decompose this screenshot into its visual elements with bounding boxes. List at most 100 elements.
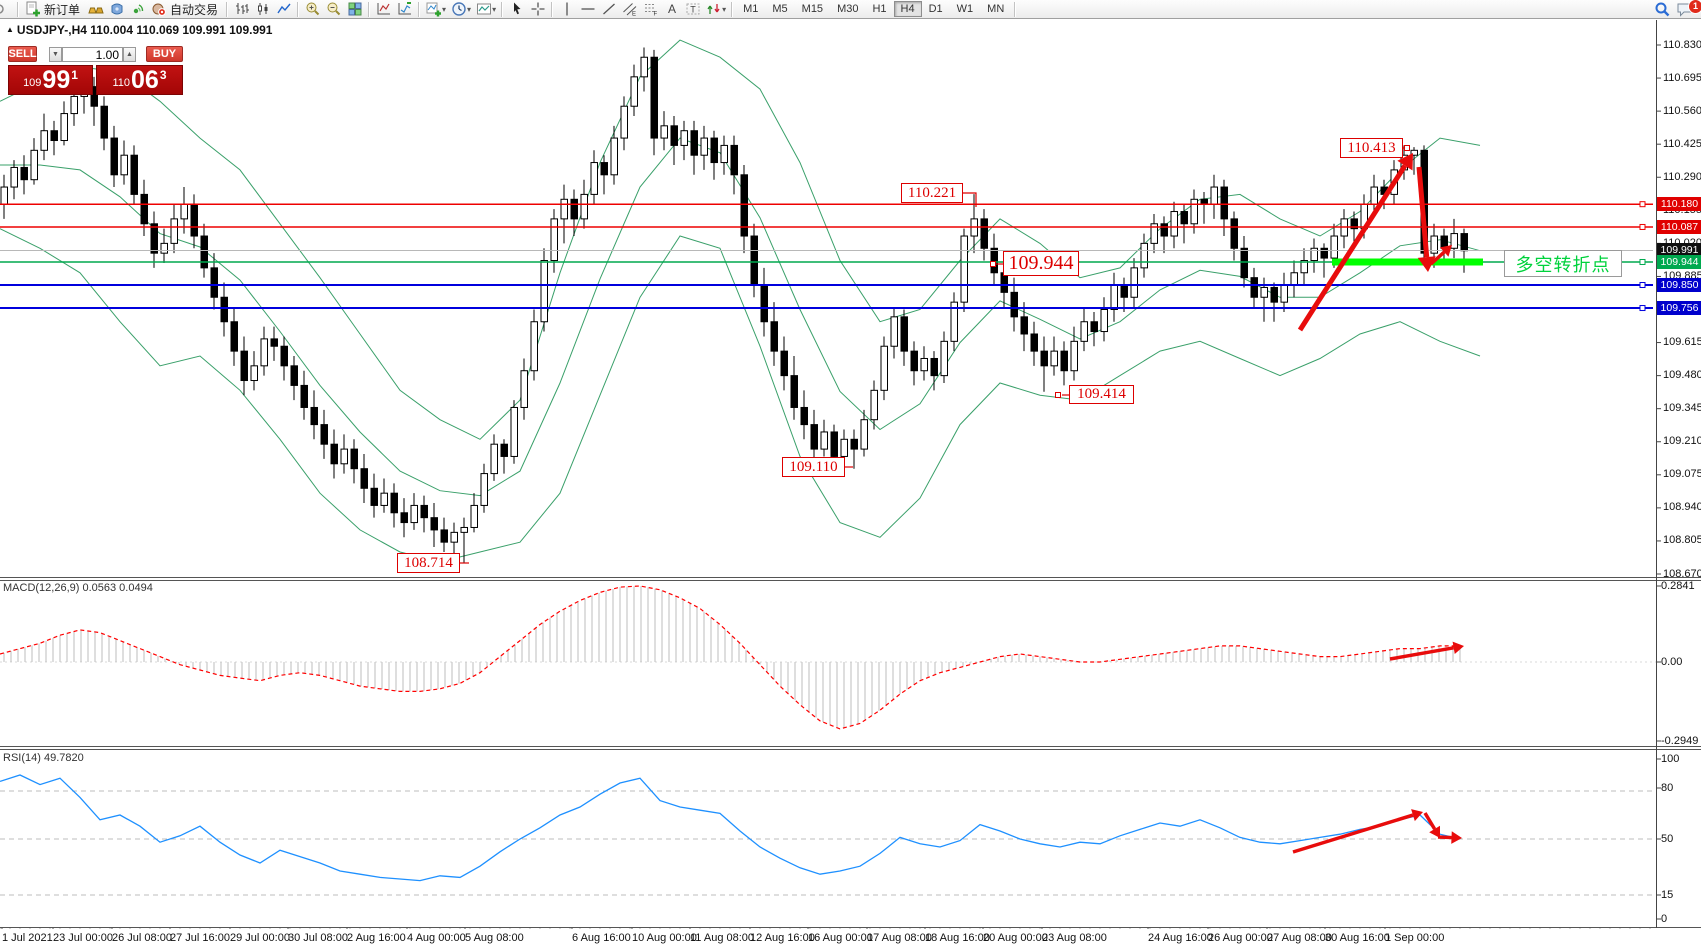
annotation-turning-point[interactable]: 多空转折点	[1504, 250, 1622, 277]
timeframe-button-M30[interactable]: M30	[837, 3, 859, 15]
toolbar-separator	[501, 1, 504, 17]
time-axis-label: 1 Sep 00:00	[1385, 932, 1445, 944]
price-axis-tick-label: 109.345	[1663, 402, 1701, 414]
bollinger-bands	[0, 39, 1481, 563]
indicator-list-icon[interactable]	[394, 1, 415, 18]
price-callout-109.110[interactable]: 109.110	[782, 457, 845, 477]
indicator-window-icon[interactable]	[373, 1, 394, 18]
line-handle[interactable]	[1639, 223, 1646, 230]
price-axis-tick-label: 110.560	[1663, 105, 1701, 117]
timeframe-button-H4[interactable]: H4	[893, 1, 922, 17]
timeframe-button-M5[interactable]: M5	[772, 3, 788, 15]
rsi-scale-label: 50	[1661, 833, 1674, 845]
price-line-tag-109.756[interactable]: 109.756	[1657, 301, 1701, 315]
line-handle[interactable]	[1639, 258, 1646, 265]
add-indicator-icon[interactable]	[423, 1, 444, 18]
auto-trading-icon[interactable]	[148, 1, 169, 18]
price-callout-110.221[interactable]: 110.221	[901, 183, 963, 203]
clipped-icon[interactable]	[0, 1, 14, 18]
arrow-objects-icon[interactable]	[703, 1, 724, 18]
cursor-icon[interactable]	[506, 1, 527, 18]
time-axis[interactable]: 1 Jul 2021 23 Jul 00:00 26 Jul 08:00 27 Jul…	[0, 929, 1701, 948]
arrow-objects-caret[interactable]: ▾	[722, 4, 727, 14]
vertical-line-icon[interactable]	[556, 1, 577, 18]
timeframe-button-M15[interactable]: M15	[801, 3, 824, 15]
price-callout-110.413[interactable]: 110.413	[1340, 138, 1403, 158]
text-label-icon[interactable]: T	[682, 1, 703, 18]
signal-icon[interactable]	[127, 1, 148, 18]
trendline-icon[interactable]	[598, 1, 619, 18]
price-callout-109.944[interactable]: 109.944	[1003, 251, 1079, 276]
search-icon[interactable]	[1652, 1, 1673, 18]
bar-chart-icon[interactable]	[231, 1, 252, 18]
template-icon[interactable]	[473, 1, 494, 18]
toolbar-separator	[1014, 1, 1017, 17]
rsi-flat-arrow-head	[1451, 831, 1462, 844]
fibonacci-icon[interactable]: F	[640, 1, 661, 18]
wallet-icon[interactable]	[106, 1, 127, 18]
timeframe-button-W1[interactable]: W1	[956, 3, 974, 15]
price-line-tag-109.991[interactable]: 109.991	[1657, 243, 1701, 257]
turning-point-bar[interactable]	[1332, 258, 1483, 266]
toolbar-separator	[731, 1, 734, 17]
timeframe-button-M1[interactable]: M1	[743, 3, 759, 15]
volume-increase-button[interactable]: ▲	[123, 47, 136, 62]
candlestick-icon[interactable]	[252, 1, 273, 18]
sell-price-display[interactable]: 109 99 1	[8, 65, 93, 95]
text-icon[interactable]: A	[661, 1, 682, 18]
template-caret[interactable]: ▾	[492, 4, 497, 14]
timeframe-button-MN[interactable]: MN	[987, 3, 1005, 15]
price-line-tag-110.087[interactable]: 110.087	[1657, 220, 1701, 234]
auto-trading-label[interactable]: 自动交易	[170, 2, 219, 17]
volume-input[interactable]	[62, 47, 123, 62]
gold-icon[interactable]	[85, 1, 106, 18]
price-line-tag-109.850[interactable]: 109.850	[1657, 278, 1701, 292]
callout-connectors	[460, 145, 1410, 564]
price-line-tag-109.944[interactable]: 109.944	[1657, 255, 1701, 269]
rsi-down-arrow[interactable]	[1423, 812, 1437, 830]
timeframe-button-H1[interactable]: H1	[872, 3, 887, 15]
tile-windows-icon[interactable]	[344, 1, 365, 18]
price-axis-tick-label: 109.210	[1663, 435, 1701, 447]
time-axis-label: 18 Aug 16:00	[925, 932, 990, 944]
horizontal-line-icon[interactable]	[577, 1, 598, 18]
zoom-in-icon[interactable]	[302, 1, 323, 18]
price-callout-109.414[interactable]: 109.414	[1069, 385, 1134, 404]
time-axis-label: 4 Aug 00:00	[407, 932, 466, 944]
add-indicator-caret[interactable]: ▾	[442, 4, 447, 14]
periods-icon[interactable]	[448, 1, 469, 18]
periods-caret[interactable]: ▾	[467, 4, 472, 14]
sell-button[interactable]: SELL	[8, 46, 37, 62]
chart-title: ▲ USDJPY-,H4 110.004 110.069 109.991 109.…	[6, 23, 272, 37]
timeframe-button-D1[interactable]: D1	[928, 3, 943, 15]
notification-icon[interactable]: 1	[1673, 0, 1701, 18]
line-handle[interactable]	[1639, 201, 1646, 208]
channel-icon[interactable]: E	[619, 1, 640, 18]
rsi-scale-label: 80	[1661, 782, 1674, 794]
price-axis-tick-label: 110.290	[1663, 171, 1701, 183]
line-chart-icon[interactable]	[273, 1, 294, 18]
price-up-arrow[interactable]	[1297, 164, 1408, 332]
buy-button[interactable]: BUY	[146, 46, 183, 62]
rsi-indicator-label: RSI(14) 49.7820	[3, 752, 84, 764]
price-bounce-arrow-head	[1439, 245, 1452, 257]
macd-trend-arrow[interactable]	[1389, 646, 1454, 661]
price-bounce-arrow[interactable]	[1429, 250, 1446, 266]
rsi-flat-arrow[interactable]	[1437, 835, 1452, 840]
new-order-label[interactable]: 新订单	[44, 2, 81, 17]
crosshair-icon[interactable]	[527, 1, 548, 18]
line-handle[interactable]	[1639, 282, 1646, 289]
zoom-out-icon[interactable]	[323, 1, 344, 18]
volume-decrease-button[interactable]: ▼	[49, 47, 62, 62]
price-line-tag-110.180[interactable]: 110.180	[1657, 197, 1701, 211]
time-axis-label: 20 Aug 00:00	[983, 932, 1048, 944]
price-callout-108.714[interactable]: 108.714	[397, 553, 460, 573]
price-down-arrow[interactable]	[1416, 166, 1430, 258]
line-handle[interactable]	[1639, 305, 1646, 312]
buy-price-display[interactable]: 110 06 3	[96, 65, 183, 95]
new-order-icon[interactable]	[22, 1, 43, 18]
time-axis-label: 17 Aug 08:00	[867, 932, 932, 944]
collapse-quote-icon[interactable]: ▲	[6, 25, 14, 34]
rsi-up-arrow[interactable]	[1292, 813, 1414, 854]
